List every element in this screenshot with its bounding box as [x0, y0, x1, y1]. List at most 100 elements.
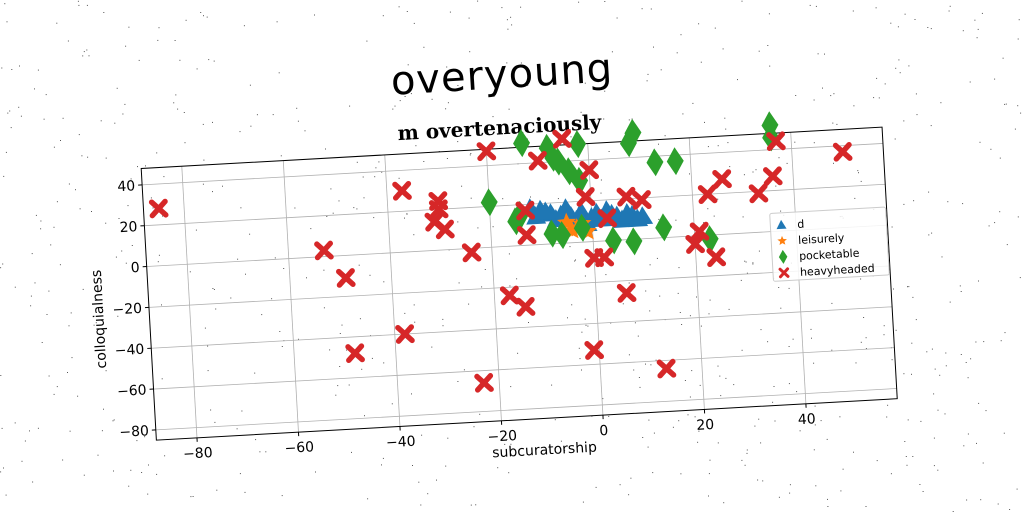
y-gridline	[155, 388, 897, 431]
marker-heavyheaded	[395, 324, 415, 344]
marker-heavyheaded	[345, 343, 365, 364]
marker-heavyheaded	[527, 150, 548, 171]
x-tick-label: −60	[284, 439, 314, 457]
marker-pocketable	[646, 148, 664, 177]
marker-d	[536, 201, 557, 221]
legend-marker-pocketable	[778, 249, 788, 264]
marker-leisurely	[562, 220, 582, 239]
marker-heavyheaded	[712, 169, 732, 189]
marker-pocketable	[655, 213, 673, 242]
marker-heavyheaded	[697, 184, 718, 205]
x-gridline	[181, 166, 198, 438]
y-tick-label: −40	[114, 342, 144, 360]
marker-heavyheaded	[689, 221, 710, 242]
marker-heavyheaded	[516, 225, 537, 245]
marker-heavyheaded	[766, 131, 786, 152]
y-tick-label: 40	[117, 178, 136, 195]
marker-heavyheaded	[474, 373, 494, 393]
marker-pocketable	[625, 227, 643, 256]
y-tick-label: −60	[117, 382, 147, 400]
marker-heavyheaded	[597, 208, 617, 229]
marker-d	[526, 206, 547, 225]
marker-heavyheaded	[392, 180, 412, 201]
y-tick-label: 20	[119, 219, 138, 236]
y-axis: −80 −60 −40 −20 0 20 40	[112, 178, 156, 441]
x-axis: −80 −60 −40 −20 0 20 40	[183, 403, 816, 463]
marker-d	[628, 208, 649, 228]
x-gridline	[587, 143, 604, 416]
x-tick-label: −40	[386, 434, 416, 452]
marker-heavyheaded	[428, 191, 449, 211]
marker-heavyheaded	[579, 160, 600, 180]
data-markers	[148, 111, 853, 393]
marker-heavyheaded	[499, 285, 520, 306]
y-axis-label: colloquialness	[89, 269, 110, 369]
y-tick-label: −20	[112, 301, 142, 319]
marker-pocketable	[513, 129, 531, 158]
marker-pocketable	[553, 221, 571, 250]
marker-heavyheaded	[616, 186, 637, 207]
x-tick-label: 0	[599, 423, 609, 439]
marker-heavyheaded	[706, 247, 727, 268]
marker-heavyheaded	[575, 187, 596, 207]
x-tick-label: 20	[696, 417, 715, 434]
marker-pocketable	[571, 166, 589, 195]
y-tick-label: −80	[119, 423, 149, 441]
marker-pocketable	[543, 219, 561, 248]
y-gridline	[153, 347, 895, 390]
y-gridline	[148, 265, 890, 308]
grid	[142, 132, 897, 438]
figure-title: overyoung	[390, 45, 615, 104]
marker-pocketable	[624, 118, 642, 147]
marker-pocketable	[701, 225, 719, 254]
marker-heavyheaded	[515, 200, 536, 221]
marker-heavyheaded	[594, 247, 615, 268]
marker-pocketable	[573, 213, 591, 242]
x-tick-label: −80	[183, 445, 213, 463]
legend-label-pocketable: pocketable	[799, 247, 860, 263]
legend-label-heavyheaded: heavyheaded	[800, 262, 875, 279]
y-tick-label: 0	[130, 260, 140, 276]
x-gridline	[688, 137, 705, 410]
marker-pocketable	[480, 188, 498, 217]
marker-heavyheaded	[762, 166, 783, 187]
marker-pocketable	[666, 147, 684, 176]
marker-heavyheaded	[314, 240, 334, 261]
x-axis-label: subcuratorship	[492, 440, 598, 462]
legend-marker-leisurely	[777, 235, 787, 246]
x-tick-label: −20	[487, 428, 517, 446]
marker-heavyheaded	[552, 129, 572, 149]
marker-heavyheaded	[748, 183, 769, 204]
marker-heavyheaded	[584, 340, 605, 360]
legend-marker-d	[776, 219, 787, 230]
y-gridline	[142, 143, 883, 186]
legend-label-leisurely: leisurely	[798, 231, 845, 247]
legend-label-d: d	[797, 218, 805, 231]
marker-heavyheaded	[656, 358, 677, 379]
marker-heavyheaded	[515, 296, 536, 317]
marker-heavyheaded	[832, 142, 853, 162]
marker-d	[556, 198, 577, 217]
x-gridline	[384, 154, 401, 427]
legend-box	[769, 206, 890, 282]
plot-area	[140, 126, 898, 441]
marker-heavyheaded	[476, 141, 497, 162]
marker-heavyheaded	[336, 268, 356, 288]
marker-d	[617, 203, 638, 222]
y-gridline	[146, 224, 888, 267]
marker-heavyheaded	[461, 242, 482, 263]
marker-heavyheaded	[616, 283, 637, 303]
marker-pocketable	[619, 129, 637, 158]
marker-pocketable	[569, 130, 587, 159]
marker-pocketable	[605, 226, 622, 255]
marker-heavyheaded	[685, 234, 705, 254]
legend-marker-heavyheaded	[778, 267, 790, 279]
x-tick-label: 40	[797, 411, 816, 428]
marker-heavyheaded	[631, 190, 652, 210]
x-gridline	[282, 160, 299, 433]
marker-heavyheaded	[148, 198, 169, 219]
y-gridline	[151, 306, 893, 349]
